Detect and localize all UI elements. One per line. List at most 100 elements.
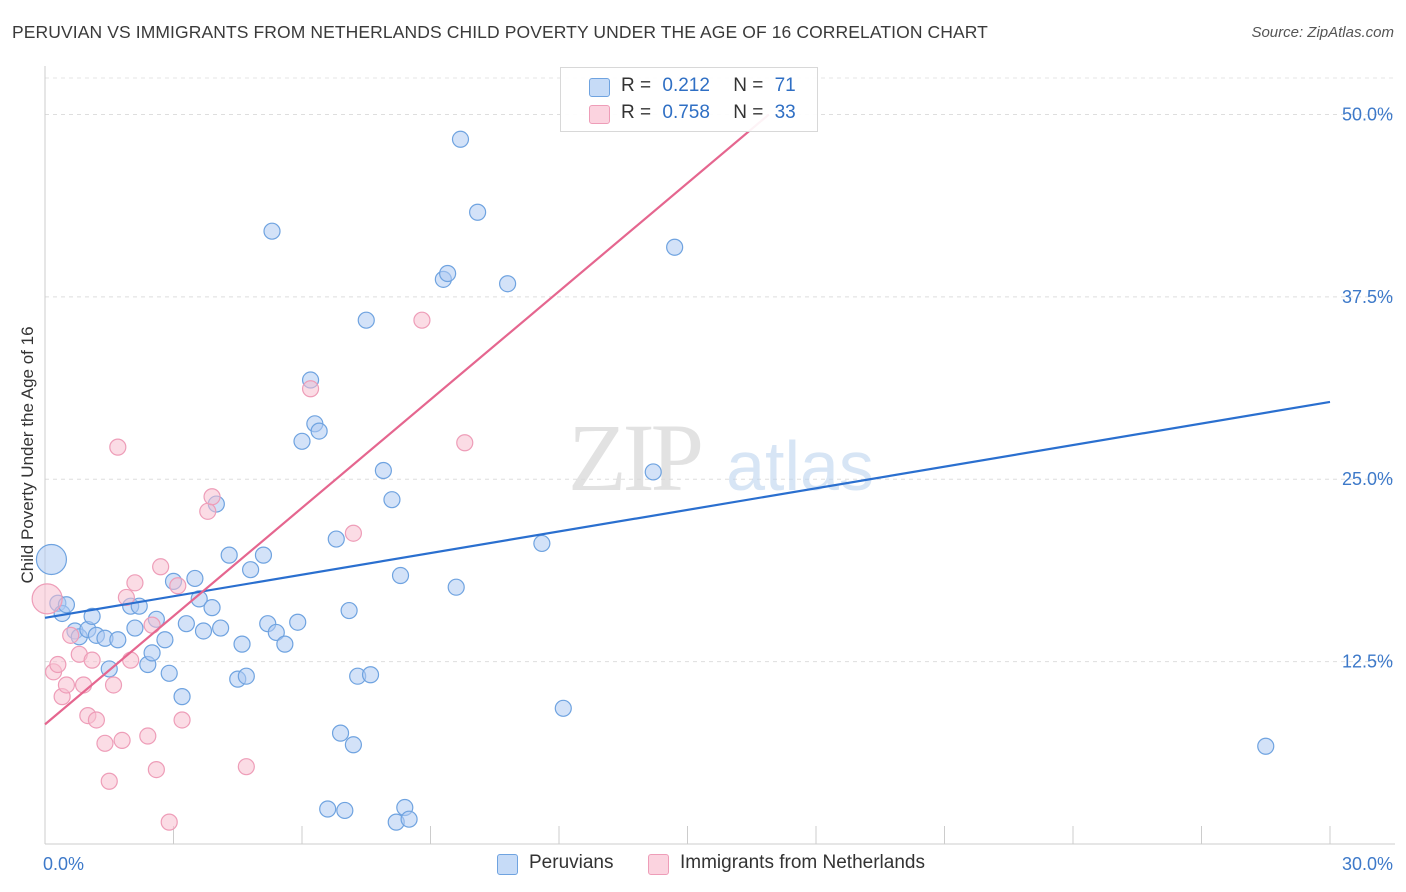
- peruvian-point: [310, 422, 328, 440]
- peruvian-point: [447, 578, 465, 596]
- peruvian-point: [186, 569, 204, 588]
- peruvian-point: [554, 699, 572, 717]
- peruvian-point: [469, 203, 487, 221]
- netherlands-point: [203, 488, 221, 506]
- peruvian-point: [194, 622, 213, 640]
- stats-legend: R = 0.212 N = 71 R = 0.758 N = 33: [560, 67, 818, 132]
- peruvian-point: [327, 530, 345, 548]
- y-tick-label: 25.0%: [1342, 469, 1393, 489]
- netherlands-point: [139, 727, 157, 745]
- netherlands-point: [49, 655, 67, 674]
- n-label: N =: [733, 75, 764, 96]
- peruvian-point: [336, 801, 354, 820]
- peruvian-point: [391, 566, 410, 585]
- r-label: R =: [621, 102, 652, 123]
- peruvian-trend-line: [44, 400, 1331, 619]
- peruvian-point: [439, 264, 457, 283]
- netherlands-point: [122, 651, 140, 669]
- r-label: R =: [621, 75, 652, 96]
- x-tick-label: 30.0%: [1342, 854, 1393, 874]
- peruvian-point: [319, 800, 337, 818]
- peruvian-point: [666, 238, 684, 256]
- peruvian-point: [276, 635, 294, 653]
- netherlands-point: [31, 583, 63, 615]
- peruvian-point: [357, 311, 375, 329]
- netherlands-point: [173, 711, 191, 729]
- peruvian-point: [177, 615, 195, 633]
- y-tick-label: 50.0%: [1342, 104, 1393, 124]
- peruvian-point: [374, 461, 392, 480]
- netherlands-point: [109, 438, 127, 456]
- peruvian-point: [83, 607, 101, 625]
- legend-label: Peruvians: [529, 852, 614, 873]
- netherlands-point: [117, 588, 135, 607]
- netherlands-point: [301, 380, 320, 398]
- netherlands-point: [96, 734, 114, 752]
- peruvian-point: [173, 688, 191, 706]
- netherlands-point: [62, 626, 80, 644]
- peruvian-point: [212, 619, 230, 637]
- peruvian-point: [499, 275, 517, 293]
- r-value: 0.212: [662, 75, 710, 96]
- netherlands-point: [160, 813, 178, 831]
- peruvian-point: [156, 631, 174, 649]
- n-value: 33: [774, 102, 796, 123]
- peruvian-point: [35, 543, 68, 576]
- netherlands-trend-line: [44, 113, 770, 726]
- peruvian-point: [289, 613, 307, 631]
- n-label: N =: [733, 102, 764, 123]
- n-value: 71: [774, 75, 796, 96]
- netherlands-point: [87, 711, 106, 729]
- r-value: 0.758: [662, 102, 710, 123]
- netherlands-point: [413, 311, 431, 329]
- peruvian-point: [126, 619, 144, 637]
- peruvian-point: [340, 601, 358, 620]
- peruvian-point: [383, 491, 401, 509]
- peruvian-point: [267, 623, 285, 642]
- tick-labels: 12.5% 25.0% 37.5% 50.0% 0.0% 30.0%: [43, 104, 1393, 874]
- peruvian-point: [254, 546, 273, 564]
- peruvian-point: [220, 546, 238, 564]
- legend-label: Immigrants from Netherlands: [680, 852, 925, 873]
- axes: [44, 66, 1395, 845]
- peruvian-point: [361, 666, 380, 684]
- watermark-zip: ZIP: [568, 404, 701, 511]
- peruvian-point: [293, 432, 311, 450]
- legend-swatch-pink: [589, 105, 610, 124]
- trend-lines: [44, 113, 1331, 726]
- peruvian-point: [160, 664, 178, 682]
- legend-swatch-blue: [497, 854, 518, 875]
- peruvian-point: [644, 463, 662, 481]
- netherlands-point: [147, 760, 165, 779]
- netherlands-point: [344, 524, 362, 542]
- peruvian-point: [533, 534, 551, 553]
- netherlands-point: [456, 434, 474, 452]
- netherlands-point: [83, 651, 101, 669]
- peruvian-point: [400, 810, 418, 828]
- netherlands-point: [113, 731, 131, 750]
- peruvian-point: [242, 561, 260, 579]
- netherlands-point: [152, 558, 170, 576]
- legend-swatch-pink: [648, 854, 669, 875]
- peruvian-point: [109, 631, 127, 649]
- netherlands-point: [57, 676, 76, 694]
- watermark-atlas: atlas: [726, 427, 874, 505]
- netherlands-point: [126, 574, 144, 592]
- y-tick-label: 12.5%: [1342, 652, 1393, 672]
- peruvian-point: [344, 736, 362, 754]
- x-tick-label: 0.0%: [43, 854, 84, 874]
- netherlands-point: [237, 758, 255, 776]
- y-tick-label: 37.5%: [1342, 287, 1393, 307]
- data-points: [31, 130, 1275, 831]
- legend-swatch-blue: [589, 78, 610, 97]
- netherlands-point: [169, 577, 187, 595]
- peruvian-point: [451, 130, 470, 148]
- chart-title: PERUVIAN VS IMMIGRANTS FROM NETHERLANDS …: [12, 22, 988, 42]
- peruvian-point: [203, 599, 221, 617]
- netherlands-point: [199, 502, 217, 520]
- peruvian-point: [233, 635, 251, 653]
- peruvian-point: [1257, 737, 1275, 755]
- peruvian-point: [237, 667, 255, 685]
- netherlands-point: [104, 676, 123, 694]
